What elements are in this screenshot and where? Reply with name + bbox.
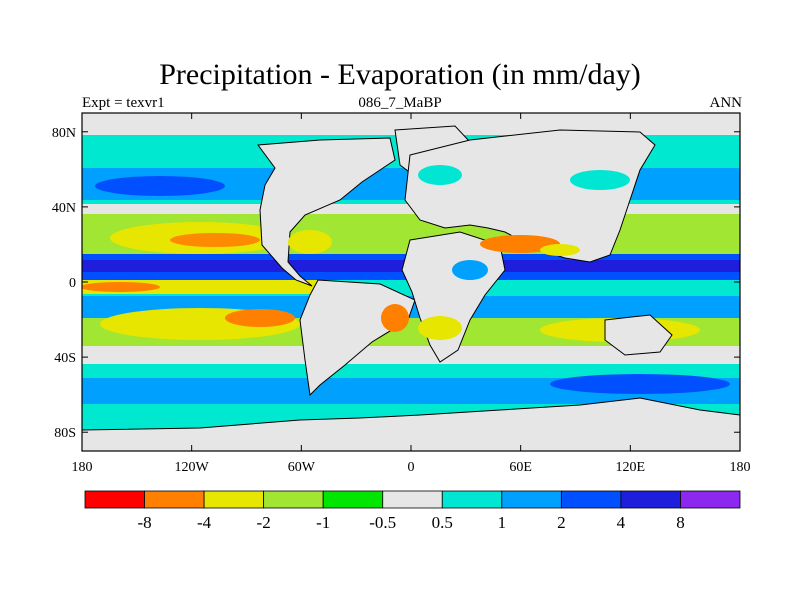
colorbar-label-0: -8 — [137, 513, 151, 532]
south-america-dry-patch — [381, 304, 409, 332]
colorbar-label-5: 0.5 — [432, 513, 453, 532]
colorbar-swatch-4 — [322, 490, 384, 509]
colorbar-label-4: -0.5 — [369, 513, 396, 532]
land-masses — [82, 125, 740, 451]
colorbar-swatch-1 — [144, 490, 205, 509]
africa-wet-patch — [452, 260, 488, 280]
experiment-label: Expt = texvr1 — [82, 95, 165, 111]
south-subtropical-white — [82, 346, 740, 364]
colorbar-swatch-3 — [263, 490, 324, 509]
europe-wet-patch — [418, 165, 462, 185]
lat-label-0: 80N — [52, 126, 76, 141]
lon-label-0: 180 — [72, 460, 93, 475]
colorbar-labels: -8 -4 -2 -1 -0.5 0.5 1 2 4 8 — [137, 513, 684, 532]
lon-label-1: 120W — [175, 460, 210, 475]
colorbar-swatch-8 — [560, 490, 622, 509]
latitude-axis: 80N 40N 0 40S 80S — [52, 126, 740, 441]
lon-label-3: 0 — [408, 460, 415, 475]
lat-label-3: 40S — [54, 351, 76, 366]
colorbar-label-9: 8 — [676, 513, 685, 532]
siberia-wet-patch — [570, 170, 630, 190]
colorbar-swatch-0 — [84, 490, 145, 509]
lon-label-5: 120E — [616, 460, 646, 475]
antarctica-land — [82, 397, 740, 451]
colorbar-swatch-6 — [441, 490, 503, 509]
lat-label-2: 0 — [69, 276, 76, 291]
equatorial-dry-core — [82, 282, 160, 292]
lat-label-1: 40N — [52, 201, 76, 216]
lon-label-4: 60E — [509, 460, 532, 475]
colorbar-label-6: 1 — [498, 513, 507, 532]
colorbar — [84, 490, 741, 509]
age-label: 086_7_MaBP — [358, 95, 442, 111]
southern-ocean-wet-core — [550, 374, 730, 394]
north-subtropical-white — [82, 204, 740, 214]
colorbar-label-8: 4 — [617, 513, 626, 532]
north-america-land — [257, 137, 396, 287]
africa-dry-patch — [418, 316, 462, 340]
lon-label-6: 180 — [730, 460, 751, 475]
map-field — [82, 113, 740, 451]
north-america-dry-patch — [288, 230, 332, 254]
colorbar-swatch-5 — [382, 490, 443, 509]
colorbar-swatch-2 — [203, 490, 265, 509]
colorbar-label-7: 2 — [557, 513, 566, 532]
asia-dry-patch — [480, 235, 560, 253]
north-pacific-wet-core — [95, 176, 225, 196]
colorbar-label-2: -2 — [257, 513, 271, 532]
asia-dry-patch-2 — [540, 244, 580, 256]
lon-label-2: 60W — [288, 460, 316, 475]
colorbar-label-1: -4 — [197, 513, 212, 532]
north-pacific-dry-center — [170, 233, 260, 247]
colorbar-swatch-10 — [680, 490, 741, 509]
colorbar-swatch-9 — [620, 490, 681, 509]
longitude-axis: 180 120W 60W 0 60E 120E 180 — [72, 113, 751, 475]
lat-label-4: 80S — [54, 426, 76, 441]
colorbar-swatch-7 — [501, 490, 562, 509]
australia-land — [604, 314, 673, 356]
plot-title: Precipitation - Evaporation (in mm/day) — [159, 58, 641, 91]
south-pacific-dry-center — [225, 309, 295, 327]
eurasia-land — [404, 129, 656, 263]
season-label: ANN — [709, 95, 743, 111]
arctic-band — [82, 113, 740, 135]
colorbar-label-3: -1 — [316, 513, 330, 532]
